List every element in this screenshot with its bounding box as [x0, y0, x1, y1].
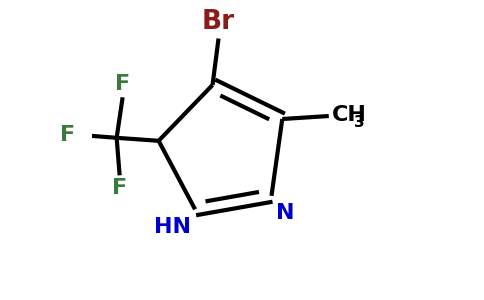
Text: 3: 3: [354, 115, 364, 130]
Text: F: F: [60, 125, 75, 145]
Text: F: F: [115, 74, 130, 94]
Text: N: N: [276, 203, 294, 223]
Text: CH: CH: [332, 104, 367, 124]
Text: Br: Br: [202, 9, 235, 35]
Text: HN: HN: [153, 217, 191, 237]
Text: F: F: [112, 178, 127, 198]
